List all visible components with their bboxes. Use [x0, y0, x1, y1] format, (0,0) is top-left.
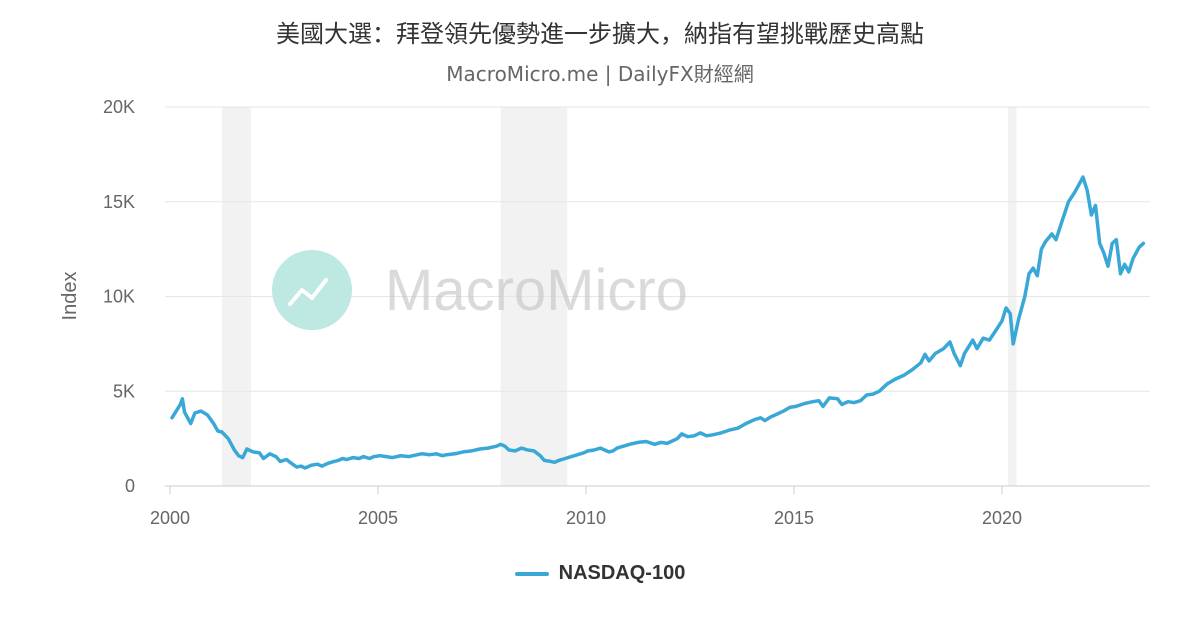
y-tick-label: 20K [103, 97, 135, 117]
watermark-text: MacroMicro [385, 258, 688, 323]
x-axis-ticks: 2000 2005 2010 2015 2020 [150, 486, 1022, 528]
logo-trend-icon [288, 278, 328, 306]
y-tick-label: 10K [103, 287, 135, 307]
series-layer [170, 175, 1146, 470]
series-line-nasdaq-100 [170, 175, 1146, 470]
chart-subtitle: MacroMicro.me | DailyFX財經網 [446, 62, 754, 86]
legend-label: NASDAQ-100 [558, 562, 686, 584]
y-tick-label: 5K [113, 381, 135, 401]
legend-item-nasdaq-100[interactable]: NASDAQ-100 [514, 562, 686, 585]
y-axis-label: Index [59, 272, 81, 321]
legend-swatch [514, 571, 549, 576]
watermark: MacroMicro [272, 250, 688, 330]
legend: NASDAQ-100 [0, 562, 1200, 585]
x-tick-label: 2015 [774, 508, 814, 528]
x-tick-label: 2000 [150, 508, 190, 528]
x-tick-label: 2020 [982, 508, 1022, 528]
x-tick-label: 2005 [358, 508, 398, 528]
grid-lines [165, 106, 1150, 392]
logo-icon [272, 250, 352, 330]
y-tick-label: 0 [125, 476, 135, 496]
x-tick-label: 2010 [566, 508, 606, 528]
y-tick-label: 15K [103, 192, 135, 212]
chart-title: 美國大選：拜登領先優勢進一步擴大，納指有望挑戰歷史高點 [276, 20, 924, 48]
y-axis-ticks: 0 5K 10K 15K 20K [103, 97, 135, 496]
